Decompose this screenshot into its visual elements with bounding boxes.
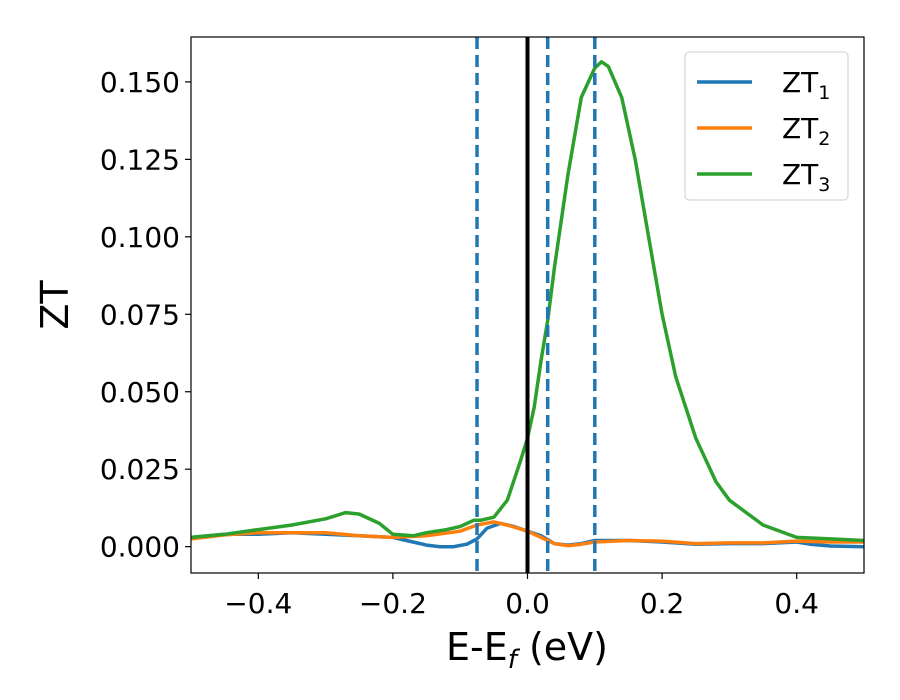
legend-label-zt3: ZT3: [782, 158, 830, 196]
x-axis-label: E-Ef (eV): [446, 625, 608, 675]
x-axis-label-rest: (eV): [517, 625, 608, 669]
legend-label-zt1: ZT1: [782, 66, 830, 104]
y-tick-label: 0.000: [100, 531, 180, 564]
series-line-zt2: [191, 520, 864, 548]
y-tick-label: 0.050: [100, 376, 180, 409]
y-tick-label: 0.100: [100, 221, 180, 254]
legend: ZT1 ZT2 ZT3: [684, 51, 849, 201]
legend-label-zt2: ZT2: [782, 112, 830, 150]
y-tick-label: 0.125: [100, 143, 180, 176]
series-layer: [191, 60, 864, 549]
x-axis: −0.4 −0.2 0.0 0.2 0.4: [224, 573, 819, 620]
y-tick-label: 0.075: [100, 298, 180, 331]
x-tick-label: 0.2: [640, 587, 685, 620]
y-tick-label: 0.150: [100, 66, 180, 99]
legend-frame: [684, 51, 849, 201]
x-tick-label: −0.2: [359, 587, 427, 620]
y-tick-label: 0.025: [100, 453, 180, 486]
x-tick-label: 0.0: [505, 587, 550, 620]
x-tick-label: 0.4: [774, 587, 819, 620]
x-tick-label: −0.4: [224, 587, 292, 620]
reference-lines: [475, 37, 597, 573]
series-line-zt3: [191, 60, 864, 543]
x-axis-label-main: E-E: [446, 625, 508, 669]
y-axis: 0.000 0.025 0.050 0.075 0.100 0.125 0.150: [100, 66, 191, 564]
y-axis-label: ZT: [33, 280, 77, 330]
